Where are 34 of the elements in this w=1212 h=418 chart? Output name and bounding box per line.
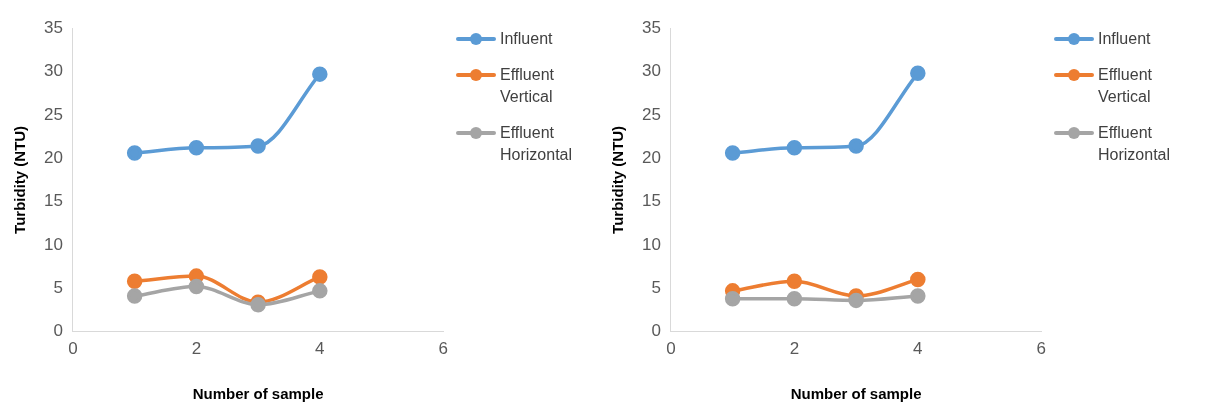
x-tick-label: 6 [438, 339, 449, 359]
x-axis-title: Number of sample [192, 385, 324, 403]
legend-label: Effluent Vertical [1098, 65, 1153, 107]
legend-label: Effluent Horizontal [500, 123, 574, 165]
y-tick-label: 25 [43, 104, 63, 124]
x-axis-title: Number of sample [790, 385, 922, 403]
y-tick-label: 5 [53, 277, 63, 297]
y-tick-label: 30 [641, 61, 661, 81]
y-axis-title: Turbidity (NTU) [11, 125, 29, 234]
x-tick-label: 2 [191, 339, 202, 359]
y-tick-label: 10 [641, 234, 661, 254]
y-tick-label: 20 [641, 147, 661, 167]
y-tick-label: 20 [43, 147, 63, 167]
y-tick-label: 15 [641, 191, 661, 211]
y-tick-label: 0 [53, 321, 63, 341]
x-tick-label: 0 [666, 339, 676, 359]
x-tick-label: 2 [789, 339, 800, 359]
y-tick-label: 30 [43, 61, 63, 81]
y-tick-label: 15 [43, 191, 63, 211]
y-tick-label: 35 [43, 17, 63, 37]
x-tick-label: 4 [315, 339, 325, 359]
y-axis-title: Turbidity (NTU) [609, 125, 627, 234]
legend-label: Effluent Vertical [500, 65, 555, 107]
x-tick-label: 0 [68, 339, 78, 359]
legend-label: Effluent Horizontal [1098, 123, 1172, 165]
legend-label: Influent [1098, 29, 1152, 49]
legend-label: Influent [500, 29, 554, 49]
y-tick-label: 25 [641, 104, 661, 124]
x-tick-label: 4 [913, 339, 923, 359]
y-tick-label: 35 [641, 17, 661, 37]
x-tick-label: 6 [1036, 339, 1047, 359]
y-tick-label: 0 [651, 321, 661, 341]
y-tick-label: 5 [651, 277, 661, 297]
y-tick-label: 10 [43, 234, 63, 254]
